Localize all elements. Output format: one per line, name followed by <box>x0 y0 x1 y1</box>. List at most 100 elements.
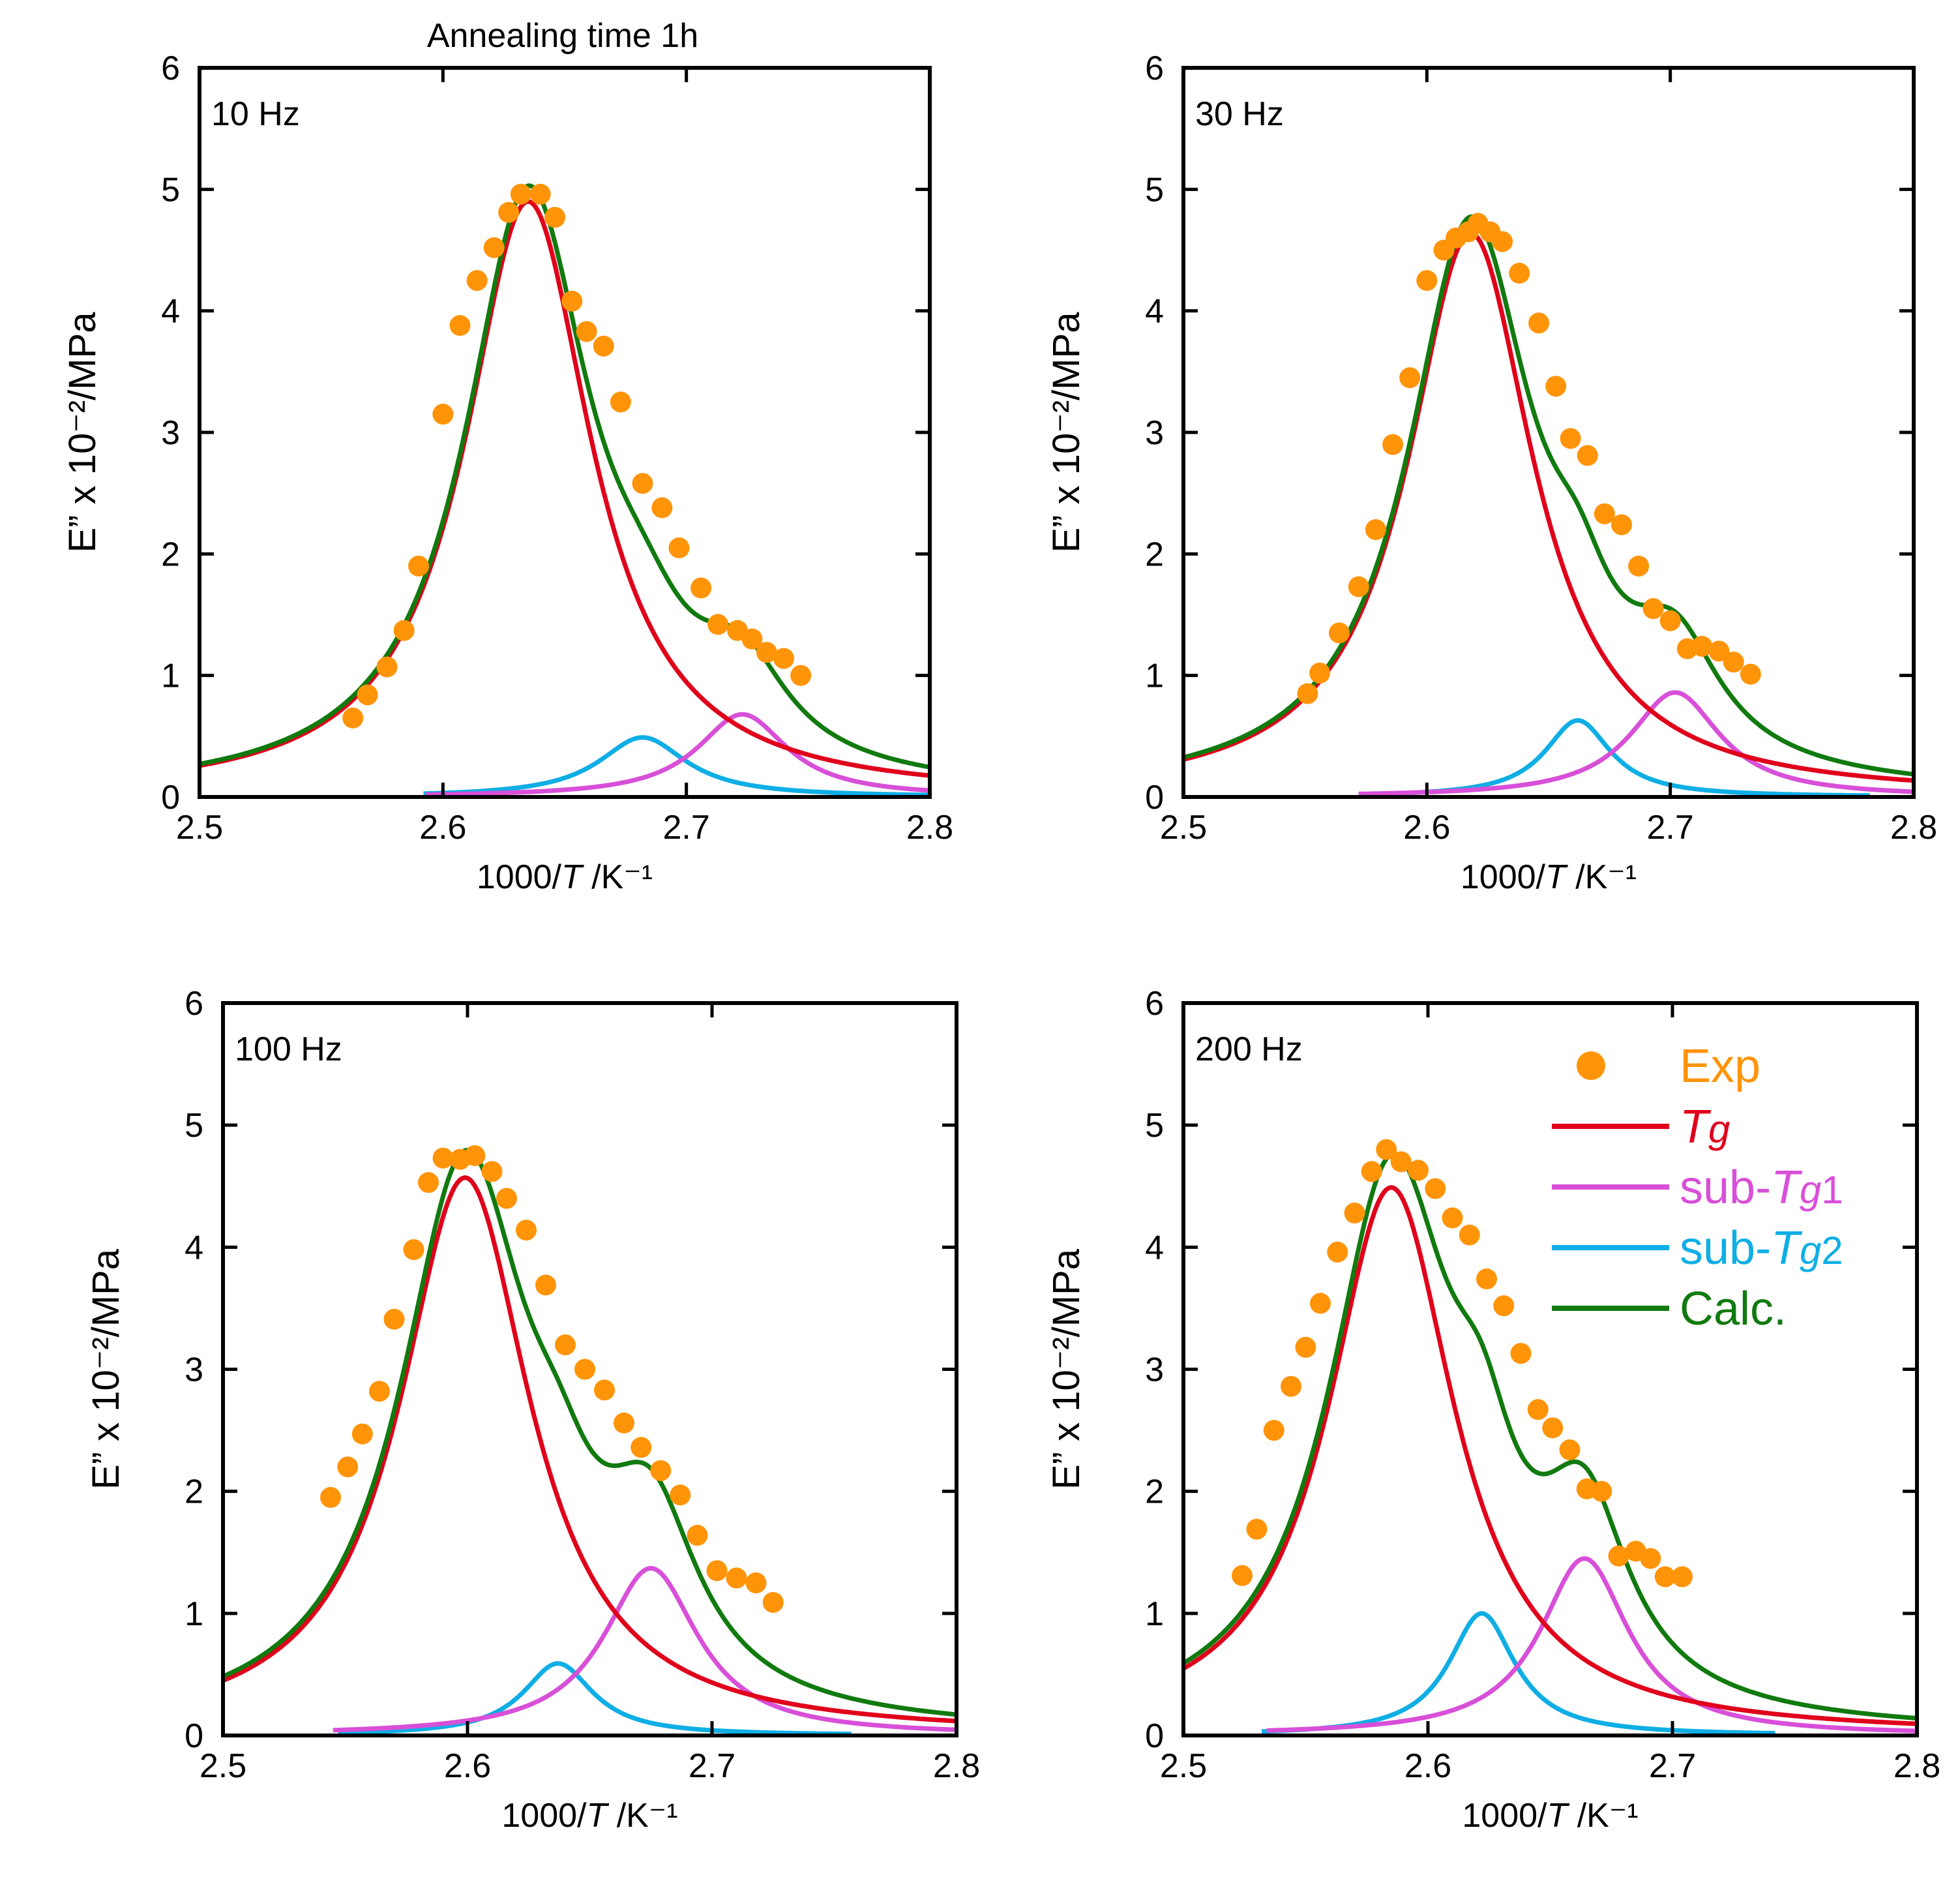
exp-point <box>1344 1202 1365 1224</box>
exp-point <box>1476 1268 1497 1289</box>
y-tick-label: 5 <box>161 171 180 209</box>
x-axis-title: 1000/T /K⁻¹ <box>1461 858 1637 896</box>
panel-bottom-right: 2.5 2.6 2.7 2.8 0 1 2 3 4 5 6 200 Hz 1000/T /K⁻¹ E” x… <box>1045 985 1940 1835</box>
x-tick-label: 2.8 <box>1893 1747 1940 1785</box>
exp-points <box>1232 1139 1693 1587</box>
plot-frame <box>1181 66 1916 799</box>
exp-point <box>449 315 471 337</box>
exp-points <box>342 183 812 728</box>
exp-point <box>351 1423 373 1445</box>
y-axis-title: E” x 10⁻²/MPa <box>1045 312 1088 553</box>
exp-point <box>1328 622 1350 644</box>
legend-label: Calc. <box>1680 1283 1787 1335</box>
exp-point <box>593 335 614 357</box>
legend-item: Tg <box>1552 1101 1730 1153</box>
exp-point <box>1608 1545 1629 1567</box>
frequency-label: 200 Hz <box>1195 1030 1303 1068</box>
x-tick-label: 2.6 <box>1403 809 1450 847</box>
exp-point <box>432 404 454 425</box>
exp-point <box>1382 434 1404 455</box>
exp-point <box>790 665 812 686</box>
exp-point <box>535 1274 556 1296</box>
y-tick-label: 5 <box>1145 1107 1164 1145</box>
panel-top-right: 2.5 2.6 2.7 2.8 0 1 2 3 4 5 6 30 Hz 1000/T /K⁻¹ E” x … <box>1045 50 1937 896</box>
x-tick-label: 2.6 <box>419 809 466 847</box>
legend-label: sub-Tg2 <box>1680 1222 1843 1274</box>
series-line-calc <box>1183 214 1914 777</box>
x-axis-title: 1000/T /K⁻¹ <box>501 1797 677 1835</box>
exp-point <box>1232 1565 1253 1586</box>
x-tick-label: 2.8 <box>906 809 953 847</box>
legend: Exp Tg sub-Tg1 sub-Tg2 Calc. <box>1552 1040 1843 1335</box>
exp-point <box>408 555 429 577</box>
x-tick-label: 2.6 <box>444 1747 491 1785</box>
y-tick-label: 3 <box>185 1351 203 1389</box>
x-tick-label: 2.5 <box>200 1747 246 1785</box>
exp-point <box>1492 231 1513 252</box>
y-tick-label: 3 <box>161 414 180 452</box>
exp-point <box>498 202 520 223</box>
exp-point <box>741 628 763 650</box>
exp-point <box>576 321 597 342</box>
y-tick-label: 6 <box>1145 985 1164 1023</box>
exp-point <box>1246 1518 1268 1540</box>
exp-point <box>464 1145 486 1166</box>
exp-point <box>1611 514 1632 535</box>
exp-point <box>466 270 488 292</box>
exp-point <box>1559 1439 1581 1461</box>
exp-point <box>1509 262 1530 284</box>
exp-point <box>1493 1295 1515 1317</box>
exp-point <box>1281 1375 1301 1397</box>
exp-point <box>651 497 673 518</box>
exp-point <box>1527 1399 1549 1420</box>
y-tick-label: 5 <box>1145 171 1164 209</box>
x-axis-title: 1000/T /K⁻¹ <box>1462 1797 1638 1835</box>
exp-point <box>574 1359 595 1380</box>
plot-frame <box>198 66 932 799</box>
exp-point <box>1399 367 1421 389</box>
panels: 2.5 2.6 2.7 2.8 0 1 2 3 4 5 6 10 Hz 1000/T /K⁻¹ E” x … <box>61 50 1940 1835</box>
exp-point <box>1416 270 1438 292</box>
exp-point <box>632 473 653 494</box>
exp-point <box>1723 652 1744 673</box>
exp-point <box>1740 663 1761 685</box>
series-line-sub-tg1 <box>1358 690 1914 796</box>
series-line-sub-tg2 <box>423 735 930 797</box>
series-line-sub-tg1 <box>425 712 930 797</box>
exp-point <box>376 656 398 678</box>
y-axis-title: E” x 10⁻²/MPa <box>1045 1248 1088 1490</box>
exp-point <box>726 1567 747 1589</box>
exp-point <box>529 183 551 205</box>
exp-point <box>1591 1480 1612 1502</box>
x-tick-label: 2.8 <box>1890 809 1937 847</box>
exp-point <box>1577 445 1598 466</box>
y-tick-label: 4 <box>1145 293 1164 331</box>
y-tick-label: 1 <box>1145 1595 1164 1633</box>
exp-point <box>631 1437 652 1458</box>
exp-point <box>745 1572 767 1594</box>
x-tick-label: 2.7 <box>663 809 710 847</box>
exp-point <box>1542 1417 1564 1439</box>
curves <box>223 1147 957 1735</box>
exp-point <box>1708 640 1730 662</box>
y-tick-label: 2 <box>185 1473 203 1511</box>
legend-item: sub-Tg1 <box>1552 1162 1843 1214</box>
exp-point <box>773 648 794 669</box>
y-tick-label: 4 <box>1145 1229 1164 1267</box>
exp-point <box>1642 598 1664 620</box>
exp-point <box>510 183 531 205</box>
exp-point <box>1459 1224 1480 1246</box>
exp-point <box>337 1456 359 1478</box>
y-tick-label: 2 <box>1145 535 1164 573</box>
exp-point <box>1654 1566 1676 1587</box>
series-line-tg <box>1183 230 1914 783</box>
exp-points <box>320 1145 784 1613</box>
exp-point <box>614 1412 634 1434</box>
exp-point <box>1560 428 1581 449</box>
y-tick-label: 3 <box>1145 1351 1164 1389</box>
series-line-calc <box>200 183 930 770</box>
exp-point <box>561 290 583 312</box>
exp-point <box>1348 576 1369 597</box>
exp-point <box>687 1525 708 1546</box>
figure-title: Annealing time 1h <box>427 17 698 55</box>
